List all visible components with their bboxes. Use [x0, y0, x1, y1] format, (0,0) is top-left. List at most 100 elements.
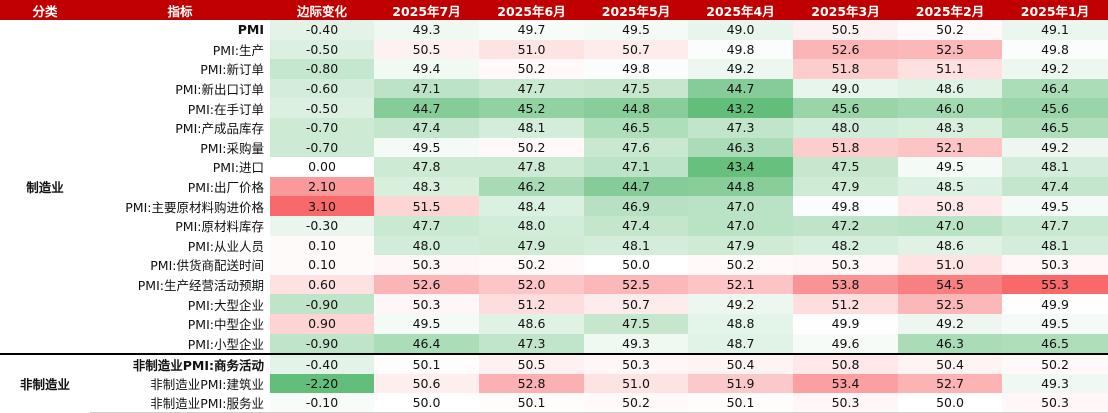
month-value-cell: 49.8 — [584, 59, 688, 79]
month-value-cell: 49.2 — [688, 294, 793, 314]
header-row: 分类 指标 边际变化 2025年7月 2025年6月 2025年5月 2025年… — [0, 0, 1108, 20]
category-cell: 制造业 — [0, 20, 90, 354]
indicator-cell: 非制造业PMI:建筑业 — [90, 373, 270, 394]
table-row: PMI:生产 -0.50 50.5 51.0 50.7 49.8 52.6 52.5 49.8 — [0, 39, 1108, 60]
marginal-change-cell: -0.50 — [270, 98, 374, 118]
indicator-cell: PMI:在手订单 — [90, 98, 270, 118]
indicator-cell: PMI:新订单 — [90, 59, 270, 79]
month-value-cell: 51.8 — [793, 59, 898, 79]
marginal-change-cell: 0.60 — [270, 274, 374, 295]
month-value-cell: 55.3 — [1002, 274, 1108, 295]
month-value-cell: 45.2 — [479, 98, 584, 118]
month-value-cell: 48.3 — [374, 176, 479, 197]
month-value-cell: 49.7 — [479, 20, 584, 40]
month-value-cell: 48.7 — [688, 333, 793, 354]
indicator-cell: PMI:采购量 — [90, 137, 270, 158]
month-value-cell: 50.4 — [688, 352, 793, 374]
month-value-cell: 48.3 — [898, 117, 1002, 138]
month-value-cell: 49.5 — [374, 137, 479, 158]
table-row: PMI:出厂价格 2.10 48.3 46.2 44.7 44.8 47.9 48.5 47.4 — [0, 176, 1108, 197]
month-value-cell: 49.9 — [1002, 294, 1108, 314]
marginal-change-cell: -2.20 — [270, 373, 374, 394]
month-value-cell: 52.1 — [898, 137, 1002, 158]
month-value-cell: 47.5 — [793, 157, 898, 177]
table-body: 制造业 PMI -0.40 49.3 49.7 49.5 49.0 50.5 50.2 49.1 P… — [0, 20, 1108, 413]
month-value-cell: 44.7 — [584, 176, 688, 197]
marginal-change-cell: -0.80 — [270, 59, 374, 79]
month-value-cell: 51.1 — [898, 59, 1002, 79]
month-value-cell: 53.4 — [793, 373, 898, 394]
month-value-cell: 49.4 — [374, 59, 479, 79]
month-value-cell: 47.3 — [479, 333, 584, 354]
month-value-cell: 50.0 — [898, 393, 1002, 413]
table-row: PMI:中型企业 0.90 49.5 48.6 47.5 48.8 49.9 49.2 49.5 — [0, 313, 1108, 334]
indicator-cell: PMI — [90, 20, 270, 40]
month-value-cell: 49.6 — [793, 333, 898, 354]
month-value-cell: 49.0 — [688, 20, 793, 40]
indicator-cell: PMI:中型企业 — [90, 313, 270, 334]
header-month: 2025年4月 — [688, 0, 793, 20]
month-value-cell: 50.2 — [584, 393, 688, 413]
month-value-cell: 47.0 — [688, 196, 793, 216]
month-value-cell: 47.7 — [1002, 215, 1108, 236]
table-row: PMI:供货商配送时间 0.10 50.3 50.2 50.0 50.2 50.3 51.0 5… — [0, 255, 1108, 275]
indicator-cell: PMI:大型企业 — [90, 294, 270, 314]
month-value-cell: 50.6 — [374, 373, 479, 394]
month-value-cell: 47.7 — [479, 78, 584, 99]
month-value-cell: 49.2 — [1002, 137, 1108, 158]
month-value-cell: 52.5 — [898, 294, 1002, 314]
month-value-cell: 46.0 — [898, 98, 1002, 118]
marginal-change-cell: 0.00 — [270, 157, 374, 177]
month-value-cell: 48.4 — [479, 196, 584, 216]
month-value-cell: 49.5 — [898, 157, 1002, 177]
month-value-cell: 47.3 — [688, 117, 793, 138]
table-row: 非制造业PMI:服务业 -0.10 50.0 50.1 50.2 50.1 50.3 50.0… — [0, 393, 1108, 413]
indicator-cell: PMI:产成品库存 — [90, 117, 270, 138]
table-row: PMI:新订单 -0.80 49.4 50.2 49.8 49.2 51.8 51.1 49.2 — [0, 59, 1108, 79]
month-value-cell: 46.5 — [1002, 117, 1108, 138]
month-value-cell: 50.3 — [1002, 255, 1108, 275]
month-value-cell: 43.2 — [688, 98, 793, 118]
month-value-cell: 50.8 — [793, 352, 898, 374]
indicator-cell: PMI:主要原材料购进价格 — [90, 196, 270, 216]
month-value-cell: 47.5 — [584, 313, 688, 334]
month-value-cell: 47.1 — [374, 78, 479, 99]
month-value-cell: 47.8 — [374, 157, 479, 177]
month-value-cell: 50.1 — [374, 352, 479, 374]
table-row: PMI:产成品库存 -0.70 47.4 48.1 46.5 47.3 48.0 48.3 46… — [0, 117, 1108, 138]
month-value-cell: 47.6 — [584, 137, 688, 158]
month-value-cell: 49.5 — [1002, 196, 1108, 216]
marginal-change-cell: 0.10 — [270, 255, 374, 275]
month-value-cell: 50.3 — [793, 393, 898, 413]
month-value-cell: 51.2 — [793, 294, 898, 314]
month-value-cell: 47.5 — [584, 78, 688, 99]
month-value-cell: 48.1 — [584, 235, 688, 256]
month-value-cell: 50.3 — [1002, 393, 1108, 413]
month-value-cell: 48.8 — [688, 313, 793, 334]
category-cell: 非制造业 — [0, 352, 90, 413]
month-value-cell: 50.5 — [793, 20, 898, 40]
month-value-cell: 49.5 — [584, 20, 688, 40]
month-value-cell: 46.2 — [479, 176, 584, 197]
month-value-cell: 46.5 — [1002, 333, 1108, 354]
month-value-cell: 46.5 — [584, 117, 688, 138]
month-value-cell: 49.1 — [1002, 20, 1108, 40]
month-value-cell: 50.1 — [479, 393, 584, 413]
marginal-change-cell: 0.90 — [270, 313, 374, 334]
month-value-cell: 52.5 — [898, 39, 1002, 60]
indicator-cell: PMI:进口 — [90, 157, 270, 177]
month-value-cell: 48.1 — [1002, 235, 1108, 256]
indicator-cell: 非制造业PMI:服务业 — [90, 393, 270, 413]
header-category: 分类 — [0, 0, 90, 20]
month-value-cell: 48.1 — [479, 117, 584, 138]
month-value-cell: 49.3 — [374, 20, 479, 40]
month-value-cell: 43.4 — [688, 157, 793, 177]
month-value-cell: 46.9 — [584, 196, 688, 216]
month-value-cell: 49.5 — [1002, 313, 1108, 334]
month-value-cell: 50.3 — [584, 352, 688, 374]
month-value-cell: 50.5 — [479, 352, 584, 374]
month-value-cell: 46.4 — [1002, 78, 1108, 99]
month-value-cell: 50.0 — [374, 393, 479, 413]
month-value-cell: 52.1 — [688, 274, 793, 295]
